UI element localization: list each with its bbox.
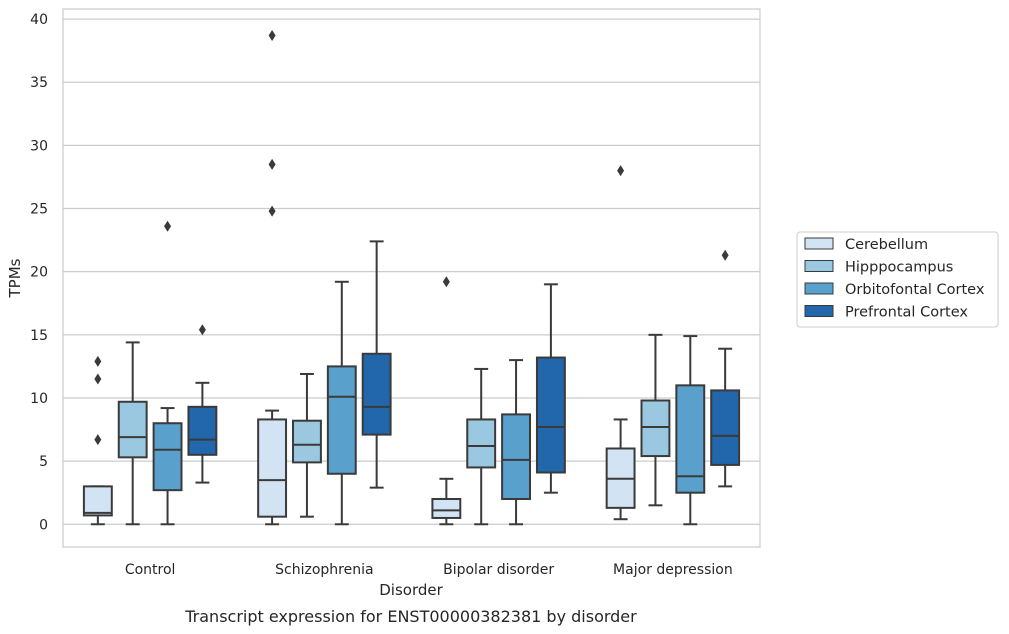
x-tick-label: Control xyxy=(125,562,176,578)
y-axis-ticks: 0 5 10 15 20 25 30 35 40 xyxy=(30,12,48,533)
box-hipppocampus xyxy=(466,367,497,526)
box-cerebellum xyxy=(605,165,636,521)
outlier-point xyxy=(268,205,276,217)
outlier-point xyxy=(94,434,102,446)
outlier-point xyxy=(442,276,450,288)
box-hipppocampus xyxy=(640,333,671,507)
y-tick-label: 0 xyxy=(39,517,48,533)
legend-swatch xyxy=(804,305,834,317)
y-tick-label: 30 xyxy=(30,138,48,154)
box-body xyxy=(326,365,357,475)
box-body xyxy=(257,418,288,518)
box-hipppocampus xyxy=(117,341,148,526)
box-body xyxy=(675,384,706,494)
legend-entry-label: Cerebellum xyxy=(845,237,928,253)
box-body xyxy=(361,352,392,436)
outlier-point xyxy=(617,165,625,177)
box-body xyxy=(501,413,531,501)
chart-caption: Transcript expression for ENST0000038238… xyxy=(184,607,637,626)
box-body xyxy=(82,485,113,517)
legend-entry-label: Orbitofontal Cortex xyxy=(845,282,985,298)
box-prefrontal-cortex xyxy=(361,240,392,489)
outlier-point xyxy=(94,373,102,385)
x-tick-label: Schizophrenia xyxy=(275,562,373,578)
box-body xyxy=(431,498,462,519)
y-tick-label: 35 xyxy=(30,75,48,91)
box-cerebellum xyxy=(431,276,462,526)
legend-swatch xyxy=(804,260,834,272)
box-body xyxy=(187,405,218,456)
legend-entry-label: Hipppocampus xyxy=(845,260,953,276)
outlier-point xyxy=(94,355,102,367)
x-tick-label: Bipolar disorder xyxy=(443,562,554,578)
box-prefrontal-cortex xyxy=(187,324,218,484)
box-orbitofontal-cortex xyxy=(675,335,706,526)
y-tick-label: 40 xyxy=(30,12,48,28)
box-body xyxy=(152,422,183,492)
box-body xyxy=(640,399,671,458)
outlier-point xyxy=(198,324,206,336)
x-axis-ticks: Control Schizophrenia Bipolar disorder Majo… xyxy=(125,562,733,578)
box-body xyxy=(292,419,322,464)
legend-swatch xyxy=(804,282,834,295)
y-axis-label: TPMs xyxy=(6,258,24,298)
x-tick-label: Major depression xyxy=(613,562,733,578)
box-prefrontal-cortex xyxy=(535,283,566,494)
box-orbitofontal-cortex xyxy=(152,220,183,526)
legend-swatch xyxy=(804,237,834,250)
box-body xyxy=(117,400,148,459)
outlier-point xyxy=(268,158,276,170)
box-plot-series xyxy=(82,30,741,526)
y-tick-label: 5 xyxy=(39,454,48,470)
y-tick-label: 10 xyxy=(30,391,48,407)
box-cerebellum xyxy=(257,30,288,526)
box-orbitofontal-cortex xyxy=(501,359,531,526)
legend: Cerebellum Hipppocampus Orbitofontal Corte… xyxy=(796,231,999,328)
box-orbitofontal-cortex xyxy=(326,280,357,526)
x-axis-label: Disorder xyxy=(379,581,443,599)
outlier-point xyxy=(164,220,172,232)
legend-entry-label: Prefrontal Cortex xyxy=(845,305,968,321)
outlier-point xyxy=(268,30,276,42)
y-tick-label: 25 xyxy=(30,202,48,218)
box-body xyxy=(710,389,741,466)
plot-area-frame xyxy=(62,8,761,548)
legend-frame xyxy=(796,231,999,328)
y-tick-label: 15 xyxy=(30,328,48,344)
outlier-point xyxy=(721,249,729,261)
box-prefrontal-cortex xyxy=(710,249,741,488)
box-hipppocampus xyxy=(292,372,322,518)
y-tick-label: 20 xyxy=(30,265,48,281)
box-cerebellum xyxy=(82,355,113,526)
box-body xyxy=(466,418,497,469)
box-body xyxy=(535,356,566,474)
